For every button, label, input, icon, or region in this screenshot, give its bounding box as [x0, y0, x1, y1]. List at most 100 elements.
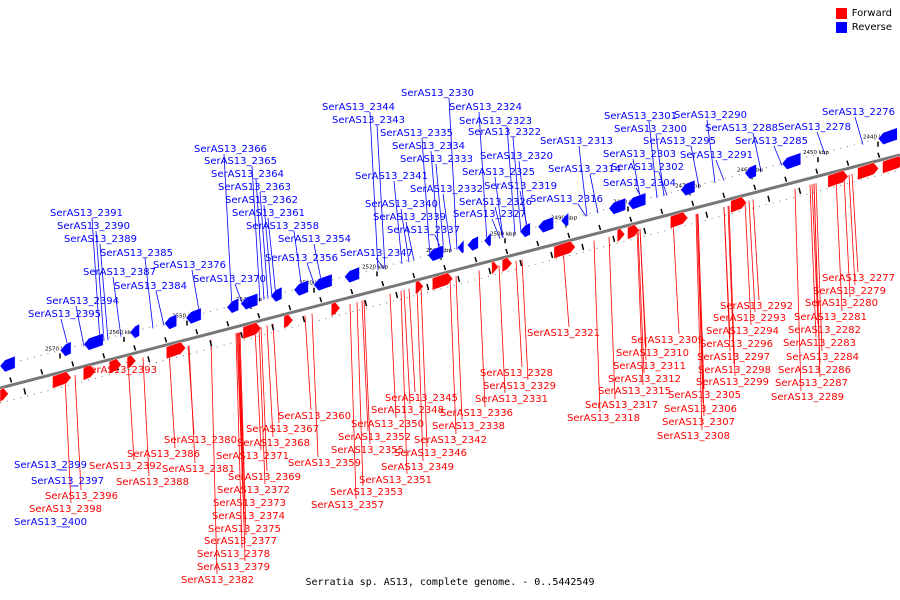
leader-line: [356, 302, 364, 487]
reverse-gene-arrow: [83, 333, 104, 351]
leader-line: [608, 236, 616, 400]
leader-line: [127, 361, 135, 461]
leader-line: [637, 229, 645, 374]
leader-line: [518, 160, 528, 232]
reverse-gene-arrows: [0, 127, 898, 373]
backbone-tick: [195, 329, 199, 335]
gene-label: SerAS13_2276: [822, 107, 895, 118]
forward-gene-arrow: [109, 358, 122, 375]
leader-line: [815, 183, 823, 352]
gene-label: SerAS13_2310: [616, 348, 689, 359]
gene-label: SerAS13_2385: [100, 248, 173, 259]
forward-gene-arrow: [491, 260, 499, 276]
backbone-tick: [798, 187, 802, 194]
forward-gene-arrow: [242, 322, 262, 340]
gene-label: SerAS13_2400: [14, 517, 87, 528]
gene-label: SerAS13_2384: [114, 281, 187, 292]
gene-label: SerAS13_2285: [735, 136, 808, 147]
gene-label: SerAS13_2355: [331, 445, 404, 456]
backbone-tick: [302, 315, 306, 323]
reverse-gene-arrow: [344, 266, 360, 284]
forward-gene-arrow: [616, 227, 626, 243]
leader-line: [816, 131, 826, 155]
leader-line: [448, 97, 458, 250]
forward-gene-arrow: [52, 371, 72, 389]
gene-label: SerAS13_2336: [440, 408, 513, 419]
leader-line: [112, 276, 122, 337]
leader-line: [420, 285, 428, 448]
leader-line: [416, 286, 424, 462]
leader-line: [251, 165, 261, 301]
gene-label: SerAS13_2351: [359, 475, 432, 486]
gene-label: SerAS13_2328: [480, 368, 553, 379]
backbone-tick: [488, 267, 492, 275]
reverse-gene-labels: SerAS13_2276 SerAS13_2278 SerAS13_2285 SerA…: [14, 88, 895, 528]
gene-label: SerAS13_2372: [217, 485, 290, 496]
reverse-gene-arrow: [560, 212, 569, 228]
backbone-tick: [877, 152, 881, 158]
gene-label: SerAS13_2280: [805, 298, 878, 309]
leader-line: [369, 111, 379, 271]
gene-label: SerAS13_2303: [603, 149, 676, 160]
backbone-tick: [412, 272, 416, 279]
leader-line: [272, 323, 280, 424]
leader-line: [512, 136, 522, 234]
backbone-tick: [381, 280, 385, 287]
leader-line: [577, 203, 587, 217]
backbone-tick: [505, 248, 509, 255]
gene-label: SerAS13_2331: [475, 394, 548, 405]
gene-label: SerAS13_2298: [698, 365, 771, 376]
forward-gene-arrow: [882, 155, 900, 174]
reverse-gene-arrow: [680, 179, 696, 197]
gene-label: SerAS13_2319: [484, 181, 557, 192]
legend: Forward Reverse: [835, 8, 892, 36]
gene-label: SerAS13_2388: [116, 477, 189, 488]
leader-line: [349, 303, 357, 500]
leader-line: [854, 116, 864, 145]
leader-line: [752, 199, 760, 301]
leader-line: [263, 204, 273, 298]
gene-label: SerAS13_2374: [212, 511, 285, 522]
gene-label: SerAS13_2315: [598, 386, 671, 397]
gene-label: SerAS13_2392: [89, 461, 162, 472]
scale-tick-label: 2530 kbp: [299, 281, 325, 287]
backbone-tick: [395, 291, 399, 299]
backbone-tick: [598, 224, 602, 231]
gene-label: SerAS13_2330: [401, 88, 474, 99]
gene-label: SerAS13_2382: [181, 575, 254, 586]
reverse-gene-arrow: [467, 235, 479, 252]
gene-label: SerAS13_2289: [771, 392, 844, 403]
gene-label: SerAS13_2323: [459, 116, 532, 127]
leader-line: [91, 217, 101, 343]
backbone-tick: [257, 312, 261, 319]
backbone-tick: [426, 283, 430, 291]
gene-label: SerAS13_2287: [775, 378, 848, 389]
gene-label: SerAS13_2299: [696, 377, 769, 388]
gene-label: SerAS13_2288: [705, 123, 778, 134]
gene-label: SerAS13_2343: [332, 115, 405, 126]
backbone-tick: [147, 356, 151, 363]
gene-label: SerAS13_2314: [548, 164, 621, 175]
gene-label: SerAS13_2278: [778, 122, 851, 133]
leader-line: [405, 221, 415, 261]
leader-line: [363, 300, 371, 445]
leader-line: [235, 333, 243, 549]
leader-line: [697, 213, 705, 417]
gene-label: SerAS13_2318: [567, 413, 640, 424]
leader-line: [238, 332, 246, 562]
backbone-tick: [364, 299, 368, 307]
gene-label: SerAS13_2354: [278, 234, 351, 245]
leader-line: [636, 229, 644, 386]
leader-line: [191, 269, 201, 317]
gene-label: SerAS13_2337: [387, 225, 460, 236]
backbone-tick: [846, 160, 850, 166]
leader-line: [515, 260, 523, 368]
gene-label: SerAS13_2390: [57, 221, 130, 232]
gene-label: SerAS13_2387: [83, 267, 156, 278]
legend-reverse: Reverse: [835, 22, 892, 33]
leader-line: [99, 243, 109, 341]
gene-label: SerAS13_2342: [414, 435, 487, 446]
leader-line: [752, 132, 762, 172]
reverse-gene-arrow: [608, 197, 626, 215]
forward-track-guide: [0, 169, 900, 404]
